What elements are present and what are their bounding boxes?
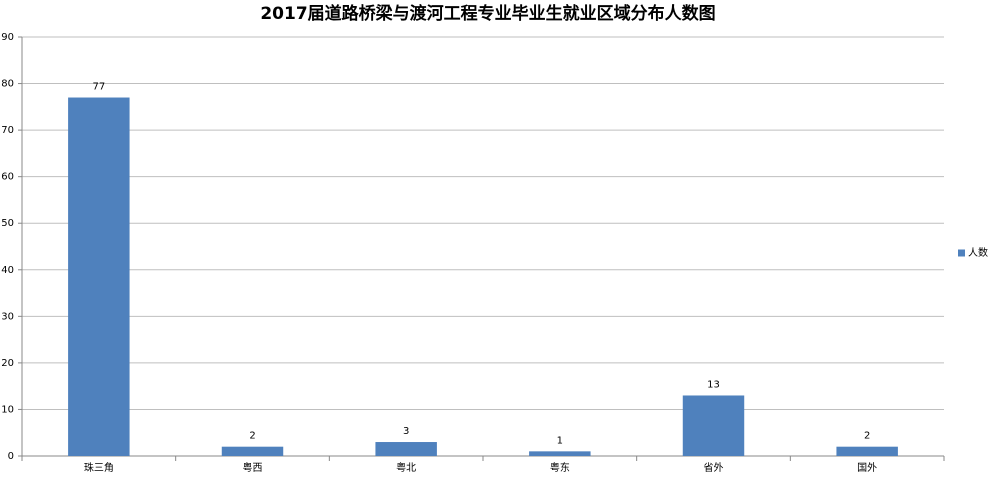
x-tick-label: 粤东 <box>550 461 570 474</box>
y-tick-label: 30 <box>1 311 14 322</box>
bar <box>529 451 591 456</box>
x-tick-label: 国外 <box>857 462 877 474</box>
data-label: 3 <box>403 426 409 437</box>
x-tick-label: 省外 <box>704 461 724 474</box>
y-tick-label: 20 <box>1 358 14 369</box>
x-tick-label: 珠三角 <box>84 461 114 474</box>
data-label: 2 <box>249 431 255 442</box>
data-label: 77 <box>92 82 105 93</box>
y-tick-label: 10 <box>1 404 14 415</box>
data-label: 13 <box>707 379 720 390</box>
bar <box>836 446 898 456</box>
data-label: 2 <box>864 431 870 442</box>
x-tick-label: 粤西 <box>243 461 263 474</box>
bar <box>68 97 130 457</box>
y-tick-label: 60 <box>1 172 14 183</box>
data-label: 1 <box>557 435 563 446</box>
y-tick-label: 50 <box>1 218 14 229</box>
chart-title: 2017届道路桥梁与渡河工程专业毕业生就业区域分布人数图 <box>260 3 715 24</box>
x-tick-label: 粤北 <box>396 461 416 474</box>
y-tick-label: 0 <box>8 451 14 462</box>
legend-marker <box>958 249 965 257</box>
bar <box>682 395 745 456</box>
y-tick-label: 90 <box>1 32 14 43</box>
legend-label: 人数 <box>968 246 988 259</box>
bar <box>375 442 437 456</box>
y-tick-label: 40 <box>1 265 14 276</box>
y-tick-label: 80 <box>1 79 14 90</box>
bar <box>221 446 284 456</box>
y-tick-label: 70 <box>1 125 14 136</box>
